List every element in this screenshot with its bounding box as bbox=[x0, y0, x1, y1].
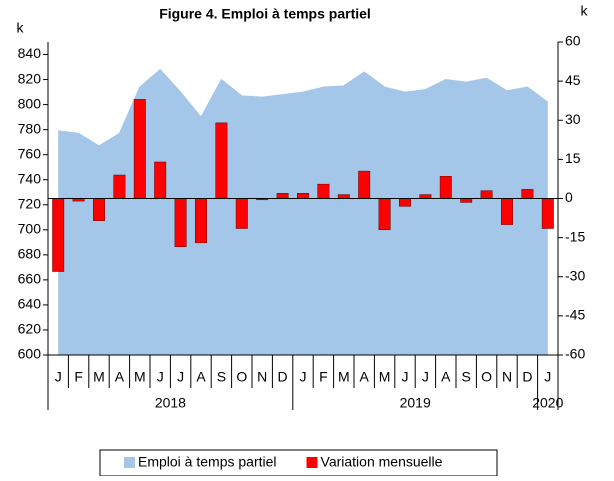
bar bbox=[521, 189, 534, 199]
y-tick-label: 640 bbox=[18, 296, 42, 312]
y2-tick-label: 45 bbox=[565, 72, 581, 88]
area-fill bbox=[58, 69, 548, 355]
x-tick-label: J bbox=[422, 369, 429, 385]
bar bbox=[541, 198, 554, 229]
area-line bbox=[58, 68, 549, 147]
y2-tick-label: 60 bbox=[565, 33, 581, 49]
x-tick-label: A bbox=[441, 369, 451, 385]
bar bbox=[195, 198, 207, 244]
y-tick-label: 840 bbox=[18, 45, 42, 61]
y-tick-label: 680 bbox=[18, 246, 42, 262]
bar bbox=[337, 194, 350, 199]
x-tick-label: M bbox=[93, 369, 105, 385]
y-tick-label: 740 bbox=[18, 170, 42, 186]
y-tick-label: 720 bbox=[18, 195, 42, 211]
y2-tick-label: -15 bbox=[565, 228, 585, 244]
x-tick-label: J bbox=[157, 369, 164, 385]
legend-swatch bbox=[124, 457, 135, 468]
x-tick-label: D bbox=[522, 369, 532, 385]
x-tick-label: J bbox=[402, 369, 409, 385]
y2-tick-label: 0 bbox=[565, 189, 573, 205]
y-tick-label: 760 bbox=[18, 145, 42, 161]
x-tick-label: A bbox=[360, 369, 370, 385]
bar bbox=[297, 193, 309, 199]
x-tick-label: F bbox=[319, 369, 328, 385]
y-tick-label: 780 bbox=[18, 120, 42, 136]
bar bbox=[358, 170, 371, 199]
legend-label: Variation mensuelle bbox=[321, 454, 443, 470]
bar bbox=[154, 161, 167, 199]
y2-tick-label: -60 bbox=[565, 346, 585, 362]
x-tick-label: O bbox=[481, 369, 492, 385]
x-tick-label: J bbox=[300, 369, 307, 385]
x-tick-label: J bbox=[55, 369, 62, 385]
bar bbox=[378, 198, 391, 231]
y-tick-label: 820 bbox=[18, 70, 42, 86]
bar bbox=[133, 99, 146, 199]
x-tick-label: N bbox=[502, 369, 512, 385]
bar bbox=[93, 198, 105, 221]
x-tick-label: M bbox=[338, 369, 350, 385]
y2-axis-label: k bbox=[581, 3, 589, 19]
year-label: 2019 bbox=[400, 395, 431, 411]
y-tick-label: 660 bbox=[18, 271, 42, 287]
bar bbox=[276, 193, 289, 199]
bar bbox=[113, 174, 126, 199]
x-tick-label: F bbox=[74, 369, 83, 385]
x-tick-label: S bbox=[462, 369, 471, 385]
legend-box bbox=[99, 449, 498, 477]
y-tick-label: 600 bbox=[18, 346, 42, 362]
bar bbox=[215, 122, 228, 199]
x-tick-label: M bbox=[379, 369, 391, 385]
y2-tick-label: 30 bbox=[565, 111, 581, 127]
x-tick-label: J bbox=[177, 369, 184, 385]
bar bbox=[480, 190, 493, 199]
year-label: 2018 bbox=[155, 395, 186, 411]
y-tick-label: 620 bbox=[18, 321, 42, 337]
bar bbox=[399, 198, 411, 207]
year-label: 2020 bbox=[532, 395, 563, 411]
bar bbox=[460, 198, 473, 203]
y2-tick-label: -30 bbox=[565, 267, 585, 283]
bar bbox=[174, 198, 187, 248]
bar bbox=[52, 198, 65, 272]
x-tick-label: A bbox=[196, 369, 206, 385]
x-tick-label: D bbox=[278, 369, 288, 385]
x-tick-label: A bbox=[115, 369, 125, 385]
bar bbox=[317, 183, 330, 199]
y-tick-label: 800 bbox=[18, 95, 42, 111]
x-tick-label: M bbox=[134, 369, 146, 385]
bar bbox=[419, 194, 432, 199]
legend-label: Emploi à temps partiel bbox=[138, 454, 277, 470]
bar bbox=[439, 176, 452, 199]
chart-title: Figure 4. Emploi à temps partiel bbox=[159, 6, 371, 22]
bar bbox=[235, 198, 248, 229]
legend-swatch bbox=[306, 457, 318, 468]
y-axis-label: k bbox=[17, 20, 25, 36]
x-tick-label: S bbox=[217, 369, 226, 385]
y2-tick-label: -45 bbox=[565, 307, 585, 323]
y-tick-label: 700 bbox=[18, 221, 42, 237]
y2-tick-label: 15 bbox=[565, 150, 581, 166]
x-tick-label: N bbox=[257, 369, 267, 385]
x-tick-label: O bbox=[236, 369, 247, 385]
bar bbox=[501, 198, 513, 225]
x-tick-label: J bbox=[544, 369, 551, 385]
